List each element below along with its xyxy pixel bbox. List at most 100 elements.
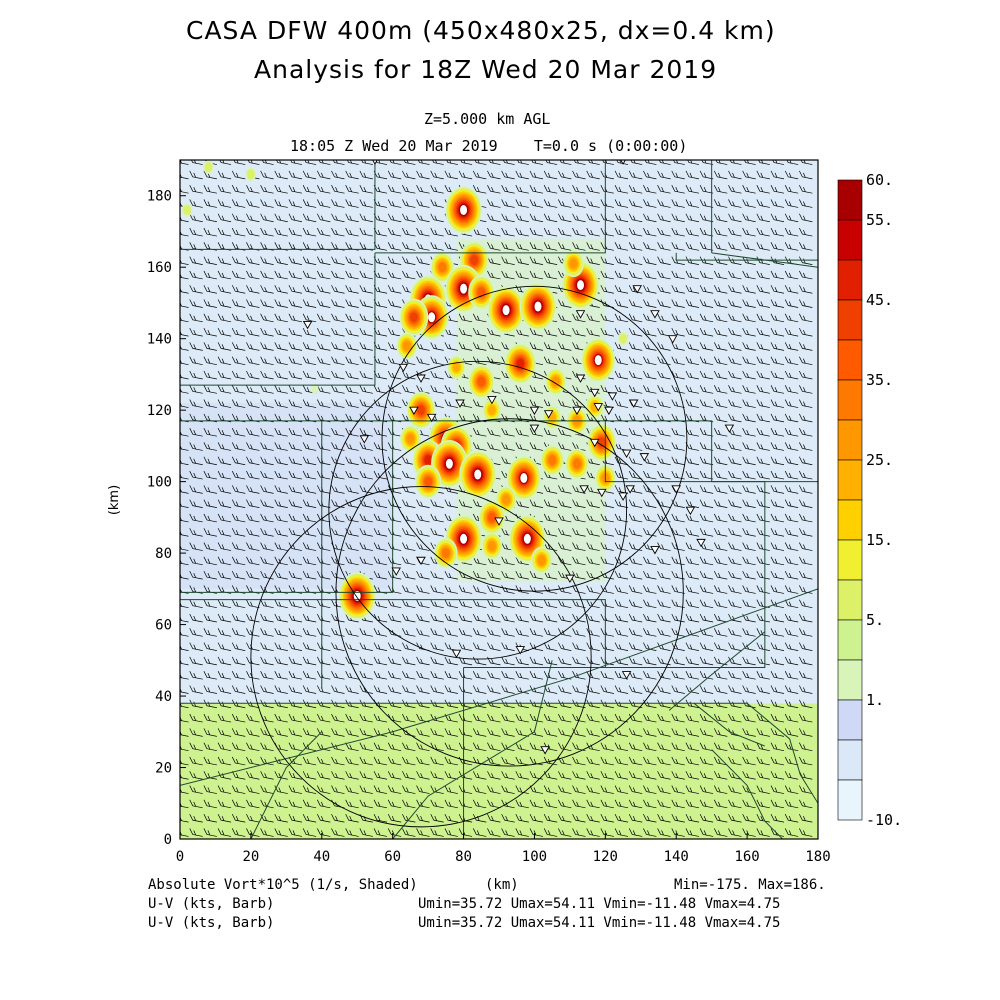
wind-barb bbox=[770, 785, 785, 794]
wind-barb bbox=[671, 685, 685, 694]
wind-barb bbox=[416, 570, 430, 580]
wind-barb bbox=[217, 213, 232, 223]
vorticity-cell bbox=[581, 338, 616, 383]
wind-barb bbox=[260, 813, 274, 823]
wind-barb bbox=[756, 785, 770, 794]
station-marker bbox=[607, 392, 618, 401]
colorbar-label: 35. bbox=[866, 371, 893, 389]
wind-barb bbox=[529, 628, 544, 637]
colorbar-label: 60. bbox=[866, 171, 893, 189]
wind-barb bbox=[501, 613, 515, 623]
wind-barb bbox=[359, 799, 373, 809]
station-marker bbox=[529, 406, 540, 416]
wind-barb bbox=[713, 499, 728, 508]
wind-barb bbox=[614, 428, 629, 437]
wind-barb bbox=[359, 313, 373, 323]
wind-barb bbox=[728, 628, 742, 637]
wind-barb bbox=[756, 613, 770, 623]
wind-barb bbox=[260, 556, 274, 566]
wind-barb bbox=[302, 642, 317, 651]
vorticity-cell bbox=[504, 343, 536, 385]
wind-barb bbox=[742, 656, 756, 666]
wind-barb bbox=[304, 160, 317, 165]
field2-stats: Umin=35.72 Umax=54.11 Vmin=-11.48 Vmax=4… bbox=[418, 896, 781, 912]
wind-barb bbox=[345, 513, 359, 523]
wind-barb bbox=[203, 342, 217, 351]
wind-barb bbox=[487, 642, 501, 651]
wind-barb bbox=[359, 442, 373, 451]
wind-barb bbox=[274, 342, 288, 351]
wind-barb bbox=[699, 513, 714, 523]
wind-barb bbox=[699, 699, 714, 709]
wind-barb bbox=[472, 185, 487, 194]
wind-barb bbox=[784, 442, 799, 451]
wind-barb bbox=[643, 728, 657, 737]
wind-barb bbox=[217, 285, 232, 294]
wind-barb bbox=[657, 213, 671, 223]
wind-barb bbox=[543, 270, 558, 280]
wind-barb bbox=[203, 785, 217, 794]
wind-barb bbox=[487, 599, 501, 609]
wind-barb bbox=[558, 499, 572, 508]
wind-barb bbox=[770, 813, 785, 823]
wind-barb bbox=[472, 399, 487, 408]
wind-barb bbox=[643, 428, 657, 437]
wind-barb bbox=[756, 642, 770, 651]
radar-range-rings bbox=[250, 285, 688, 828]
wind-barb bbox=[671, 585, 685, 594]
wind-barb bbox=[756, 227, 770, 237]
wind-barb bbox=[345, 628, 359, 637]
wind-barb bbox=[628, 771, 643, 780]
level-label: Z=5.000 km AGL bbox=[424, 110, 551, 128]
wind-barb bbox=[260, 199, 274, 208]
wind-barb bbox=[799, 470, 813, 480]
colorbar-swatch bbox=[837, 659, 863, 701]
wind-barb bbox=[515, 199, 529, 208]
wind-barb bbox=[402, 356, 416, 366]
wind-barb bbox=[345, 742, 359, 752]
wind-barb bbox=[713, 370, 728, 380]
wind-barb bbox=[217, 656, 232, 666]
wind-barb bbox=[288, 613, 303, 623]
wind-barb bbox=[728, 813, 742, 823]
wind-barb bbox=[628, 599, 643, 609]
wind-barb bbox=[430, 813, 444, 823]
wind-barb bbox=[742, 542, 756, 551]
wind-barb bbox=[288, 713, 303, 723]
wind-barb bbox=[373, 428, 388, 437]
field3-label: U-V (kts, Barb) bbox=[148, 915, 275, 931]
wind-barb bbox=[458, 327, 473, 337]
wind-barb bbox=[799, 628, 813, 637]
wind-barb bbox=[643, 771, 657, 780]
wind-barb bbox=[274, 485, 288, 494]
vorticity-cell bbox=[447, 355, 466, 380]
wind-barb bbox=[317, 728, 331, 737]
wind-barb bbox=[189, 685, 203, 694]
wind-barb bbox=[614, 370, 629, 380]
wind-barb bbox=[260, 399, 274, 408]
wind-barb bbox=[345, 399, 359, 408]
wind-barb bbox=[189, 485, 203, 494]
wind-barb bbox=[699, 370, 714, 380]
wind-barb bbox=[799, 656, 813, 666]
wind-barb bbox=[543, 256, 558, 265]
wind-barb bbox=[586, 756, 600, 766]
wind-barb bbox=[288, 756, 303, 766]
wind-barb bbox=[643, 685, 657, 694]
wind-barb bbox=[784, 570, 799, 580]
wind-barb bbox=[472, 613, 487, 623]
x-tick-label: 40 bbox=[313, 849, 330, 865]
wind-barb bbox=[487, 585, 501, 594]
wind-barb bbox=[487, 185, 501, 194]
wind-barb bbox=[784, 456, 799, 466]
wind-barb bbox=[288, 299, 303, 308]
wind-barb bbox=[317, 185, 331, 194]
wind-barb bbox=[685, 356, 700, 366]
wind-barb bbox=[288, 699, 303, 709]
vorticity-contour bbox=[488, 512, 496, 523]
wind-barb bbox=[572, 327, 586, 337]
wind-barb bbox=[317, 771, 331, 780]
wind-barb bbox=[628, 456, 643, 466]
wind-barb bbox=[784, 542, 799, 551]
wind-barb bbox=[614, 399, 629, 408]
